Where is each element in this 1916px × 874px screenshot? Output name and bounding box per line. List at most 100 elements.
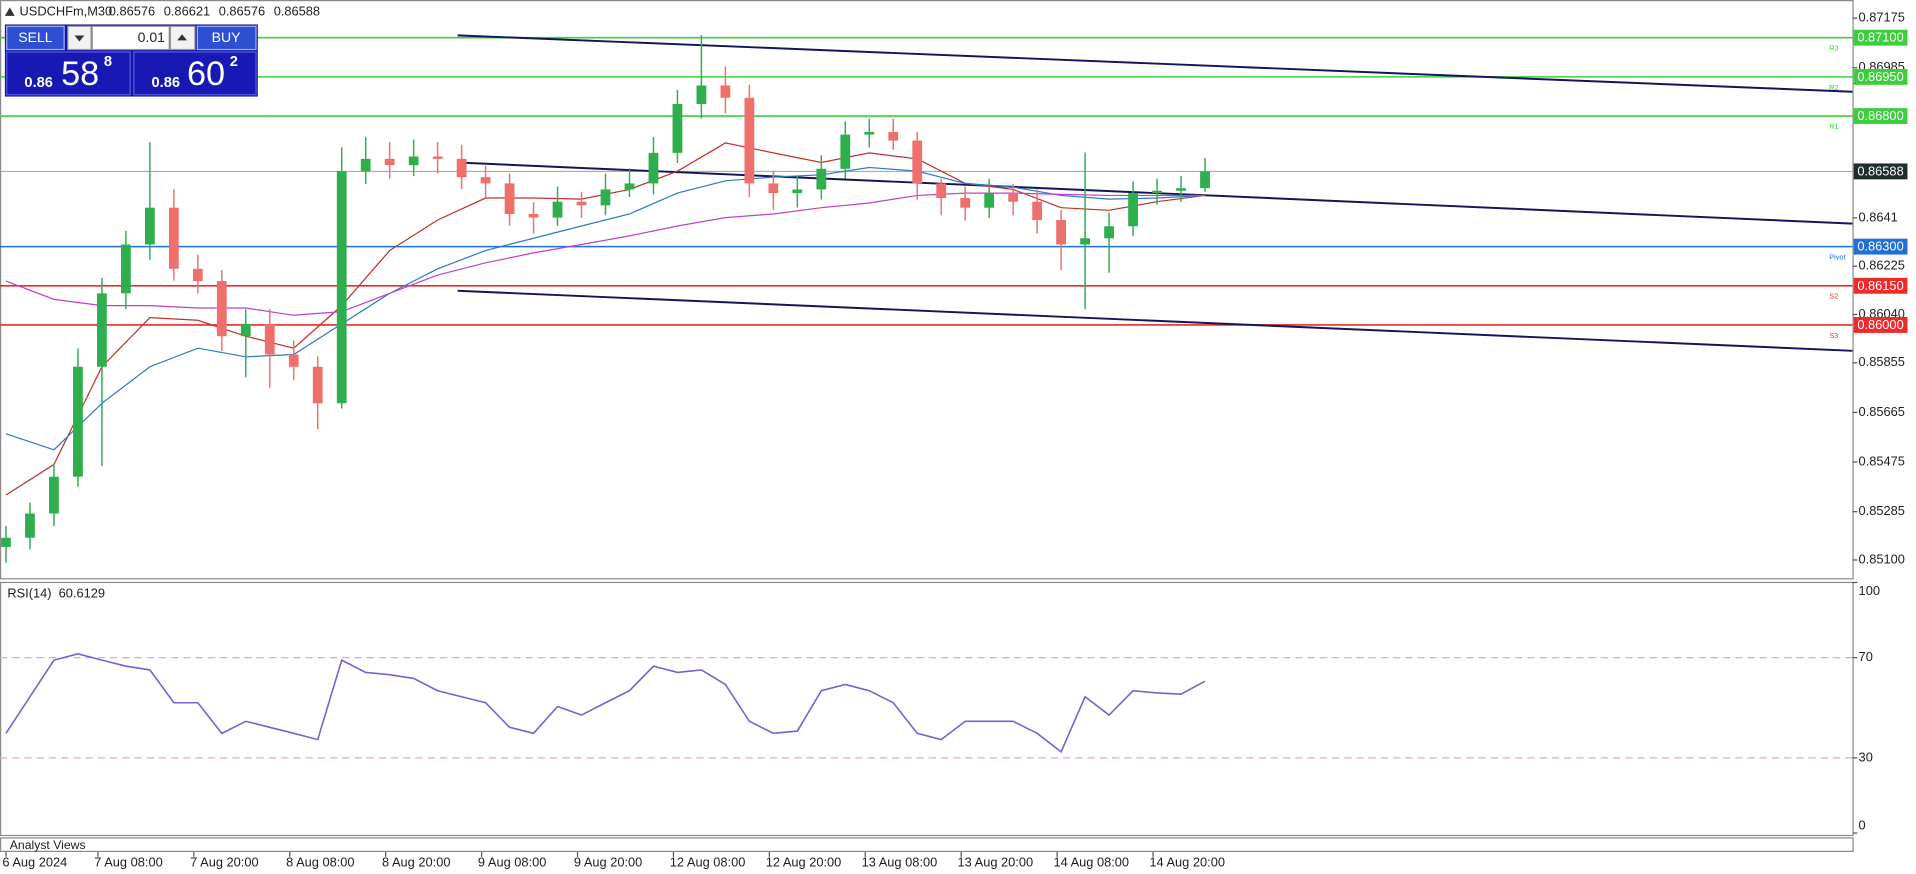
candle-body: [360, 158, 371, 172]
rsi-plot: [0, 653, 1853, 759]
y-tick-label: 0.85285: [1859, 503, 1905, 518]
ask-big[interactable]: 0.86: [152, 75, 181, 91]
x-tick-label: 13 Aug 08:00: [862, 854, 938, 869]
x-tick-label: 9 Aug 20:00: [574, 854, 642, 869]
candle-body: [1152, 190, 1162, 194]
y-tick-label: 0.86225: [1859, 258, 1905, 273]
candle-body: [504, 183, 515, 214]
level-price-box: [1853, 238, 1908, 255]
candle-body: [1056, 219, 1067, 245]
x-tick-label: 12 Aug 20:00: [766, 854, 842, 869]
level-name: S3: [1829, 331, 1838, 340]
candle-body: [168, 207, 179, 269]
moving-average: [5, 192, 1205, 316]
candle-body: [288, 354, 299, 367]
x-tick-label: 14 Aug 20:00: [1149, 854, 1225, 869]
header-icon: [4, 7, 15, 16]
candle-body: [1176, 188, 1186, 191]
trend-line: [457, 289, 1853, 352]
header-value: 0.86621: [164, 4, 210, 19]
candle-body: [1032, 201, 1043, 220]
candle-body: [864, 131, 875, 135]
x-tick-label: 7 Aug 20:00: [190, 854, 258, 869]
level-name: R2: [1829, 83, 1838, 92]
candle-body: [144, 207, 155, 245]
x-tick-label: 7 Aug 08:00: [94, 854, 162, 869]
header-value: 0.86588: [274, 4, 320, 19]
rsi-y-tick-label: 0: [1859, 818, 1866, 833]
y-tick-label: 0.8641: [1859, 209, 1898, 224]
buy-button[interactable]: [196, 25, 257, 51]
rsi-y-tick-label: 70: [1859, 649, 1873, 664]
lot-value[interactable]: 0.01: [138, 29, 166, 45]
candle-body: [1104, 226, 1114, 239]
level-price-label: 0.86150: [1857, 278, 1903, 293]
bid-point[interactable]: 8: [104, 54, 112, 70]
bid-pips[interactable]: 58: [61, 55, 99, 93]
y-tick-label: 0.85665: [1859, 404, 1905, 419]
candle-body: [600, 189, 611, 206]
candle-body: [768, 183, 779, 194]
candle-body: [1008, 193, 1019, 202]
lot-down-icon: [74, 35, 85, 42]
candle-body: [624, 183, 635, 190]
candle-body: [264, 323, 275, 355]
level-price-box: [1853, 29, 1908, 46]
level-name: R3: [1829, 44, 1838, 53]
x-tick-label: 6 Aug 2024: [2, 854, 67, 869]
candle-body: [1128, 193, 1138, 227]
sell-button[interactable]: [6, 25, 65, 51]
one-click-trading: SELL 0.01 BUY 0.86 58 8 0.86 60 2: [4, 24, 258, 97]
candle-body: [432, 156, 443, 159]
candle-body: [312, 366, 323, 404]
lot-input[interactable]: [91, 25, 170, 51]
candle-body: [1, 537, 11, 547]
level-name: Pivot: [1829, 253, 1845, 262]
candle-body: [121, 244, 131, 294]
candle-body: [840, 134, 851, 169]
x-tick-label: 8 Aug 08:00: [286, 854, 354, 869]
bid-box[interactable]: [6, 51, 131, 96]
candle-body: [936, 183, 947, 199]
last-price-box: [1853, 163, 1908, 180]
ask-point[interactable]: 2: [230, 54, 238, 70]
footer-label[interactable]: Analyst Views: [10, 838, 86, 852]
candle-body: [192, 268, 203, 282]
candle-body: [336, 171, 347, 404]
ask-pips[interactable]: 60: [187, 55, 225, 93]
candle-body: [576, 201, 587, 206]
header-value: 0.86576: [109, 4, 155, 19]
lot-up-icon: [177, 34, 187, 41]
candle-body: [480, 177, 491, 184]
level-name: S2: [1829, 292, 1838, 301]
candle-body: [912, 140, 923, 184]
rsi-title: RSI(14): [7, 585, 51, 600]
candle-body: [25, 513, 35, 538]
candle-body: [216, 281, 227, 337]
ask-box[interactable]: [133, 51, 257, 96]
bid-big[interactable]: 0.86: [24, 75, 53, 91]
candle-body: [552, 201, 563, 218]
candle-body: [1080, 238, 1090, 245]
footer-frame: [0, 837, 1854, 852]
sell-label[interactable]: SELL: [18, 29, 53, 45]
candle-body: [49, 476, 59, 514]
candle-body: [456, 158, 467, 178]
level-price-box: [1853, 317, 1908, 333]
level-price-box: [1853, 277, 1908, 294]
y-tick-label: 0.85100: [1859, 551, 1905, 566]
candle-body: [696, 85, 707, 105]
y-tick-label: 0.85855: [1859, 354, 1905, 369]
candle-body: [672, 104, 683, 153]
price-panel-frame: [0, 0, 1854, 580]
candle-body: [648, 152, 659, 184]
buy-label[interactable]: BUY: [212, 29, 242, 45]
candle-body: [97, 293, 107, 367]
moving-average: [5, 166, 1206, 451]
x-tick-label: 14 Aug 08:00: [1053, 854, 1129, 869]
candle-body: [1200, 171, 1210, 189]
